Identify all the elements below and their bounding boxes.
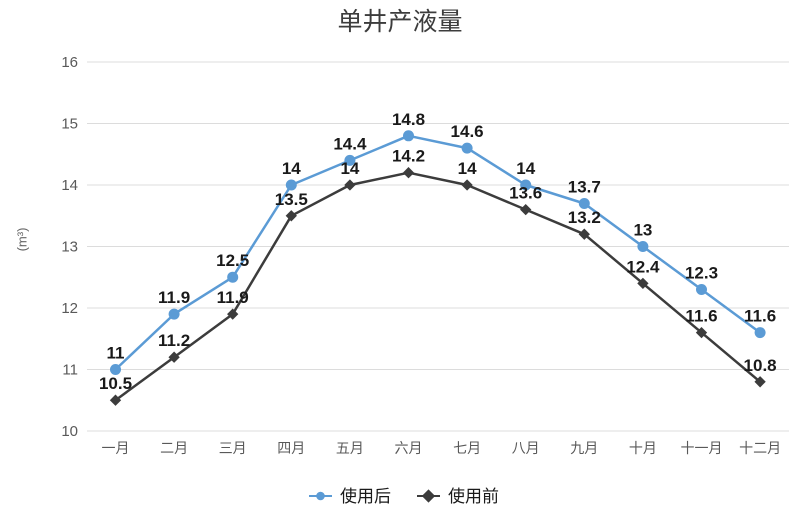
svg-text:14.2: 14.2 — [392, 147, 425, 166]
svg-text:11: 11 — [62, 362, 78, 379]
svg-text:14.4: 14.4 — [333, 134, 367, 153]
svg-text:13.6: 13.6 — [509, 184, 542, 203]
svg-text:四月: 四月 — [277, 440, 305, 456]
svg-text:二月: 二月 — [160, 440, 188, 456]
svg-text:六月: 六月 — [395, 440, 423, 456]
svg-text:13.2: 13.2 — [568, 208, 601, 227]
svg-text:10.8: 10.8 — [744, 356, 777, 375]
svg-text:11: 11 — [107, 344, 125, 363]
svg-text:13: 13 — [61, 239, 78, 256]
svg-text:使用前: 使用前 — [448, 486, 499, 506]
svg-text:十二月: 十二月 — [739, 440, 781, 456]
svg-text:12: 12 — [61, 300, 78, 317]
svg-text:14.6: 14.6 — [451, 122, 484, 141]
svg-text:十月: 十月 — [629, 440, 657, 456]
svg-text:使用后: 使用后 — [340, 486, 391, 506]
svg-text:三月: 三月 — [219, 440, 247, 456]
svg-text:11.9: 11.9 — [158, 288, 190, 307]
svg-text:八月: 八月 — [512, 440, 540, 456]
svg-text:12.4: 12.4 — [626, 257, 660, 276]
svg-text:11.2: 11.2 — [158, 331, 190, 350]
svg-text:十一月: 十一月 — [681, 440, 723, 456]
svg-text:13.5: 13.5 — [275, 190, 308, 209]
svg-text:11.6: 11.6 — [744, 307, 776, 326]
svg-text:一月: 一月 — [102, 440, 130, 456]
svg-text:14: 14 — [458, 159, 477, 178]
svg-text:16: 16 — [61, 54, 78, 71]
svg-text:13: 13 — [633, 221, 652, 240]
svg-text:15: 15 — [61, 116, 78, 133]
svg-text:14: 14 — [516, 159, 535, 178]
svg-text:14: 14 — [282, 159, 301, 178]
svg-text:九月: 九月 — [570, 440, 598, 456]
svg-text:12.5: 12.5 — [216, 251, 249, 270]
svg-text:11.9: 11.9 — [217, 288, 249, 307]
svg-text:14: 14 — [340, 159, 359, 178]
svg-text:七月: 七月 — [453, 440, 481, 456]
svg-text:13.7: 13.7 — [568, 178, 601, 197]
svg-text:五月: 五月 — [336, 440, 364, 456]
svg-text:14: 14 — [61, 177, 78, 194]
svg-text:12.3: 12.3 — [685, 264, 718, 283]
svg-text:14.8: 14.8 — [392, 110, 425, 129]
svg-text:10.5: 10.5 — [99, 374, 132, 393]
svg-text:10: 10 — [61, 423, 78, 440]
svg-text:11.6: 11.6 — [685, 307, 717, 326]
